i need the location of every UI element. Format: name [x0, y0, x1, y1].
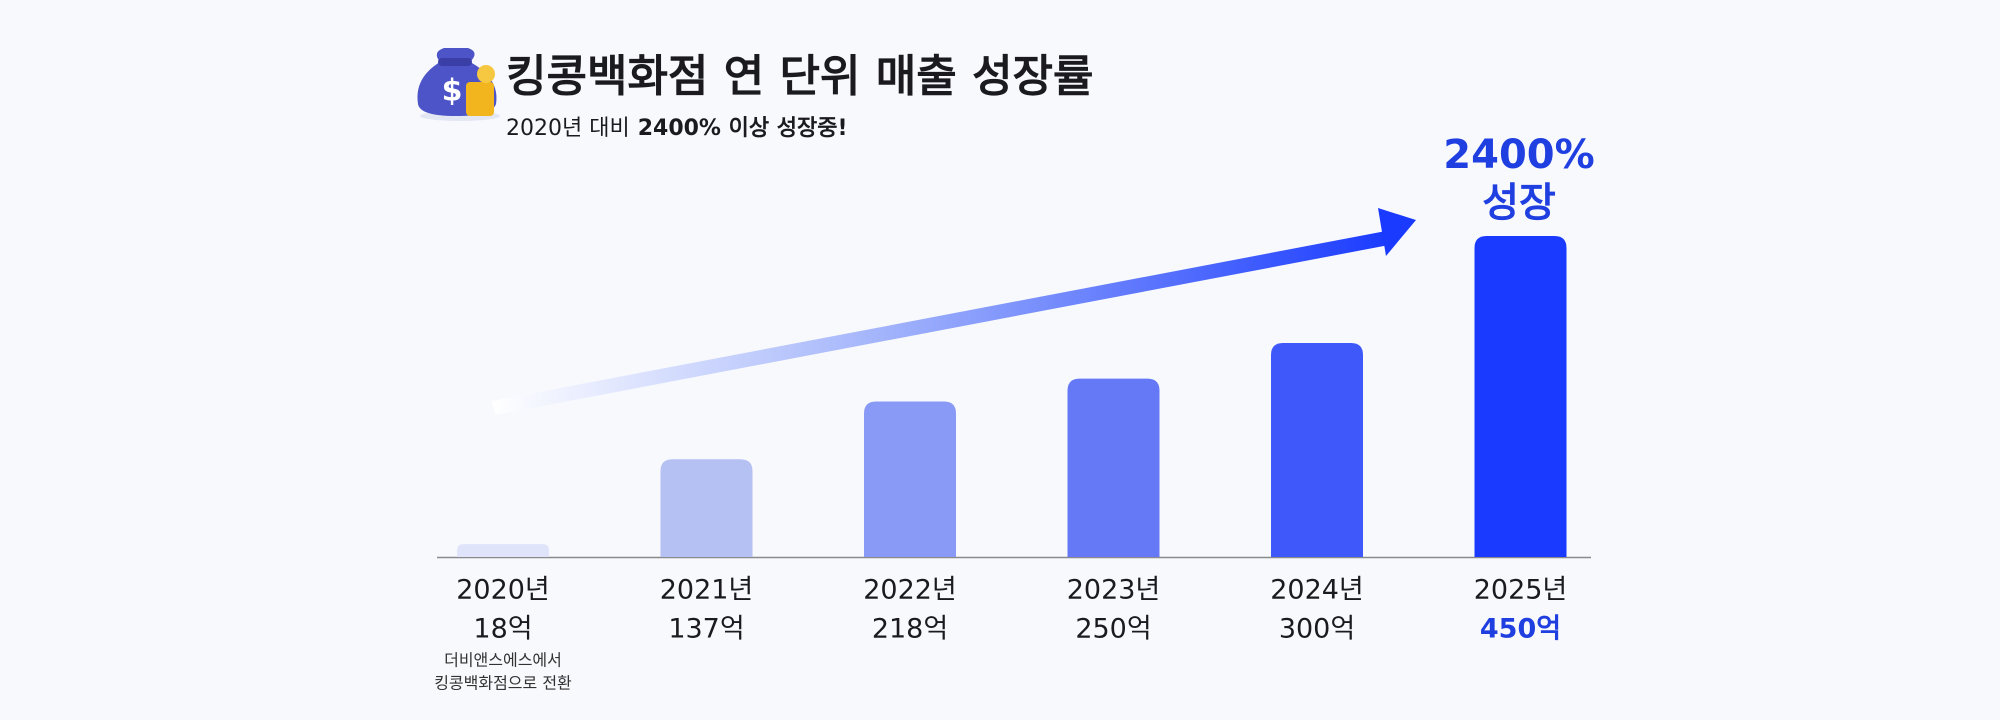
x-tick-label: 2024년 — [1270, 575, 1364, 606]
bar — [457, 544, 549, 557]
bar — [1271, 343, 1363, 557]
note: 더비앤스에스에서 — [444, 651, 562, 670]
value-label: 300억 — [1279, 614, 1355, 645]
value-label: 18억 — [473, 614, 532, 645]
annotation: 2400% — [1443, 132, 1594, 178]
x-tick-label: 2025년 — [1474, 575, 1568, 606]
note: 킹콩백화점으로 전환 — [434, 674, 572, 693]
x-tick-label: 2022년 — [863, 575, 957, 606]
chart-title: 킹콩백화점 연 단위 매출 성장률 — [506, 51, 1094, 102]
value-label: 450억 — [1480, 614, 1561, 645]
svg-text:$: $ — [442, 74, 463, 109]
x-tick-label: 2023년 — [1067, 575, 1161, 606]
subtitle-part: 2020년 대비 — [506, 116, 630, 141]
x-tick-label: 2021년 — [660, 575, 754, 606]
value-label: 137억 — [668, 614, 744, 645]
growth-arrow — [492, 208, 1416, 415]
bar — [1474, 236, 1567, 557]
x-tick-label: 2020년 — [456, 575, 550, 606]
value-label: 218억 — [872, 614, 948, 645]
subtitle-emphasis: 2400% 이상 성장중! — [638, 116, 848, 141]
annotation: 성장 — [1482, 180, 1556, 226]
bar — [1067, 378, 1160, 557]
value-label: 250억 — [1075, 614, 1151, 645]
bar — [660, 459, 753, 557]
chart-subtitle: 2020년 대비 2400% 이상 성장중! — [506, 116, 848, 141]
money-bag-icon: $ — [417, 48, 500, 121]
bar — [864, 401, 956, 557]
